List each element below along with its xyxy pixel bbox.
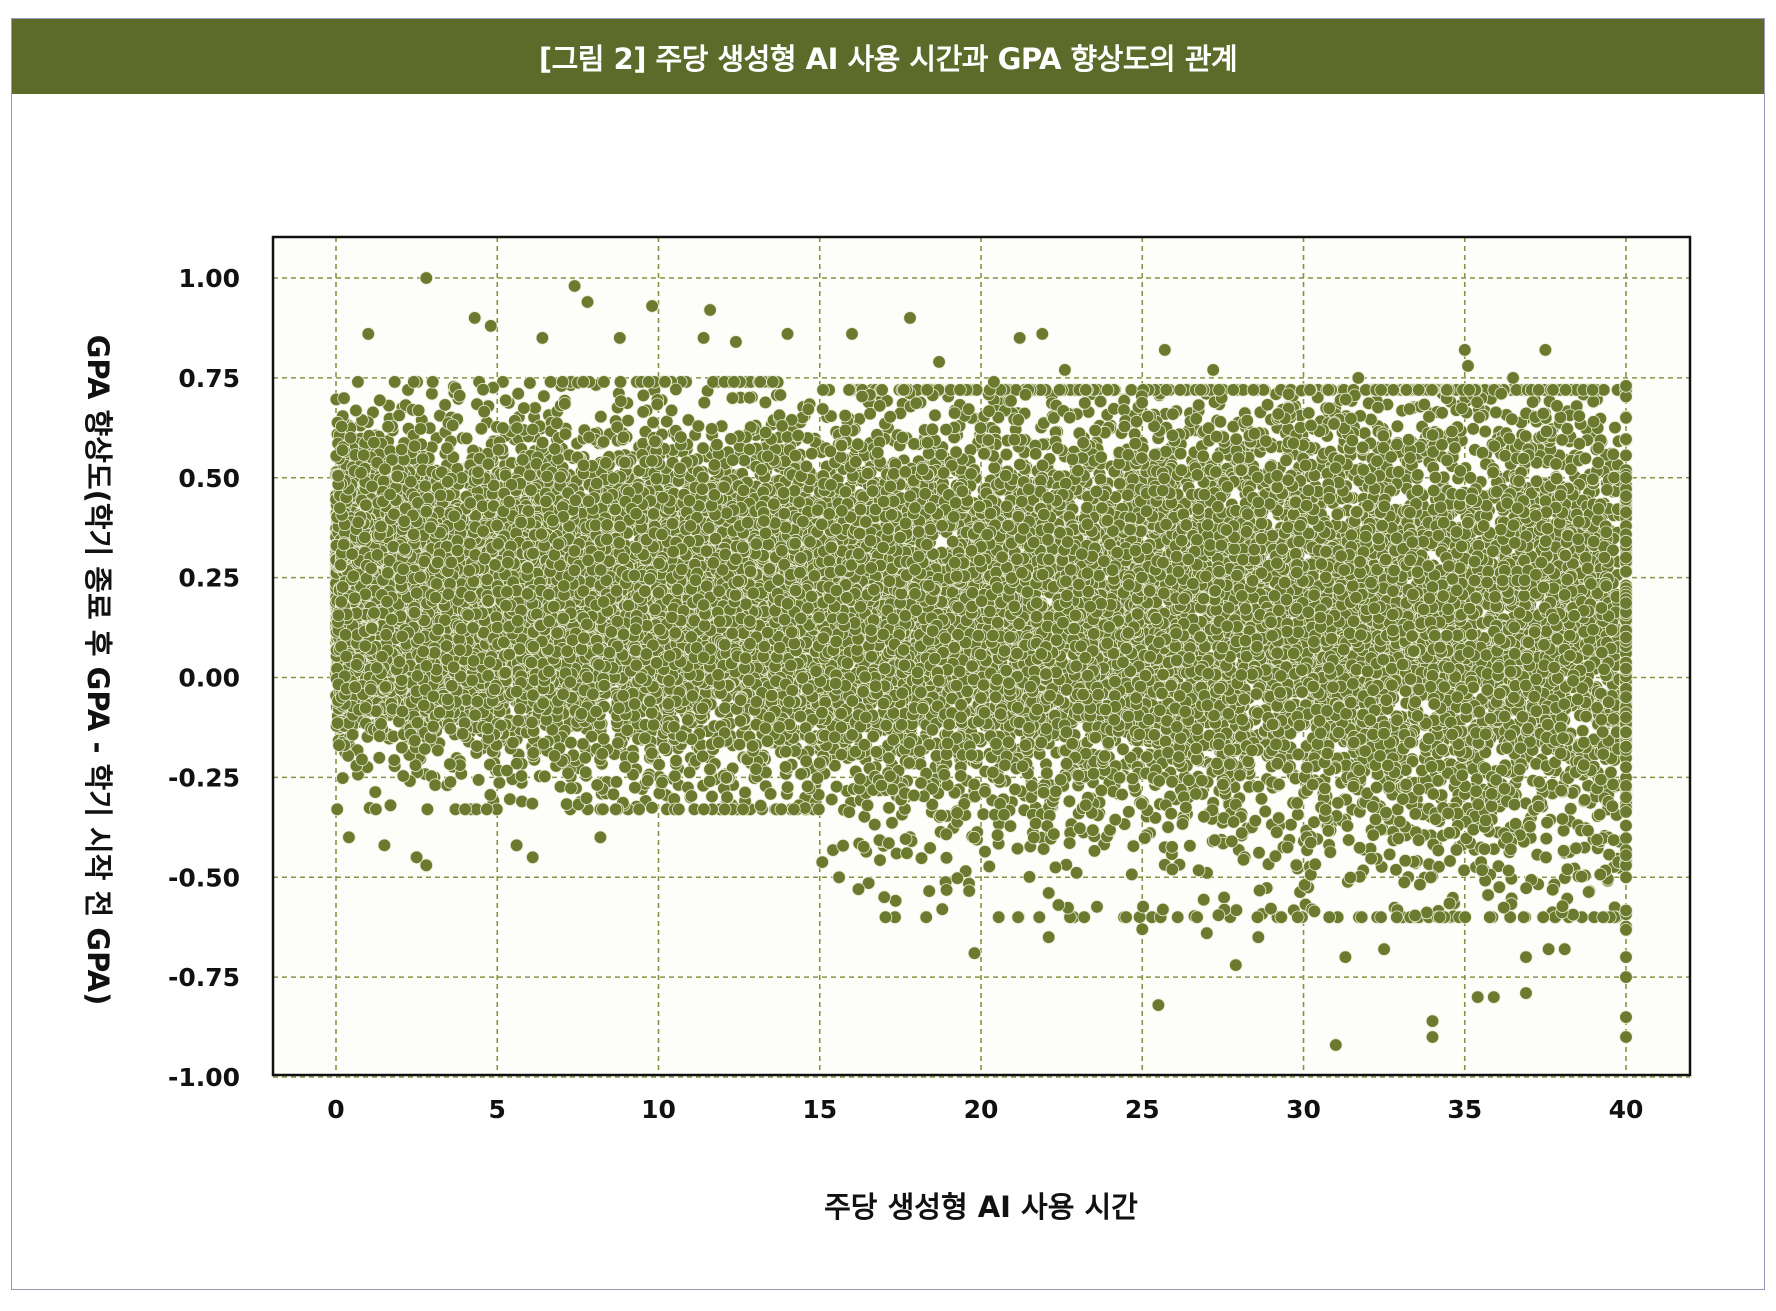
data-points xyxy=(329,271,1633,1052)
data-point xyxy=(976,807,991,821)
data-point xyxy=(1078,396,1092,410)
data-point xyxy=(351,375,365,389)
data-point xyxy=(1481,888,1495,902)
data-point xyxy=(873,853,887,867)
data-point xyxy=(1492,880,1507,894)
data-point xyxy=(1563,802,1578,816)
data-point xyxy=(372,751,387,765)
data-point xyxy=(1341,833,1356,847)
data-point xyxy=(914,851,929,865)
data-point xyxy=(1090,900,1104,914)
data-point xyxy=(1291,807,1305,822)
data-point xyxy=(1508,817,1523,831)
data-point xyxy=(368,785,383,799)
data-point xyxy=(523,376,537,390)
data-point xyxy=(336,771,350,785)
title-bar: [그림 2] 주당 생성형 AI 사용 시간과 GPA 향상도의 관계 xyxy=(12,19,1764,94)
data-point xyxy=(1478,424,1492,439)
data-point xyxy=(420,802,435,817)
data-point xyxy=(646,415,660,430)
data-point xyxy=(1252,846,1266,860)
data-point xyxy=(978,844,992,859)
data-point xyxy=(1516,910,1531,924)
data-point xyxy=(1010,841,1025,856)
figure-title: [그림 2] 주당 생성형 AI 사용 시간과 GPA 향상도의 관계 xyxy=(539,36,1238,78)
data-point xyxy=(1457,863,1471,878)
data-point xyxy=(1161,820,1175,834)
data-point xyxy=(982,859,997,874)
data-point xyxy=(857,810,872,824)
